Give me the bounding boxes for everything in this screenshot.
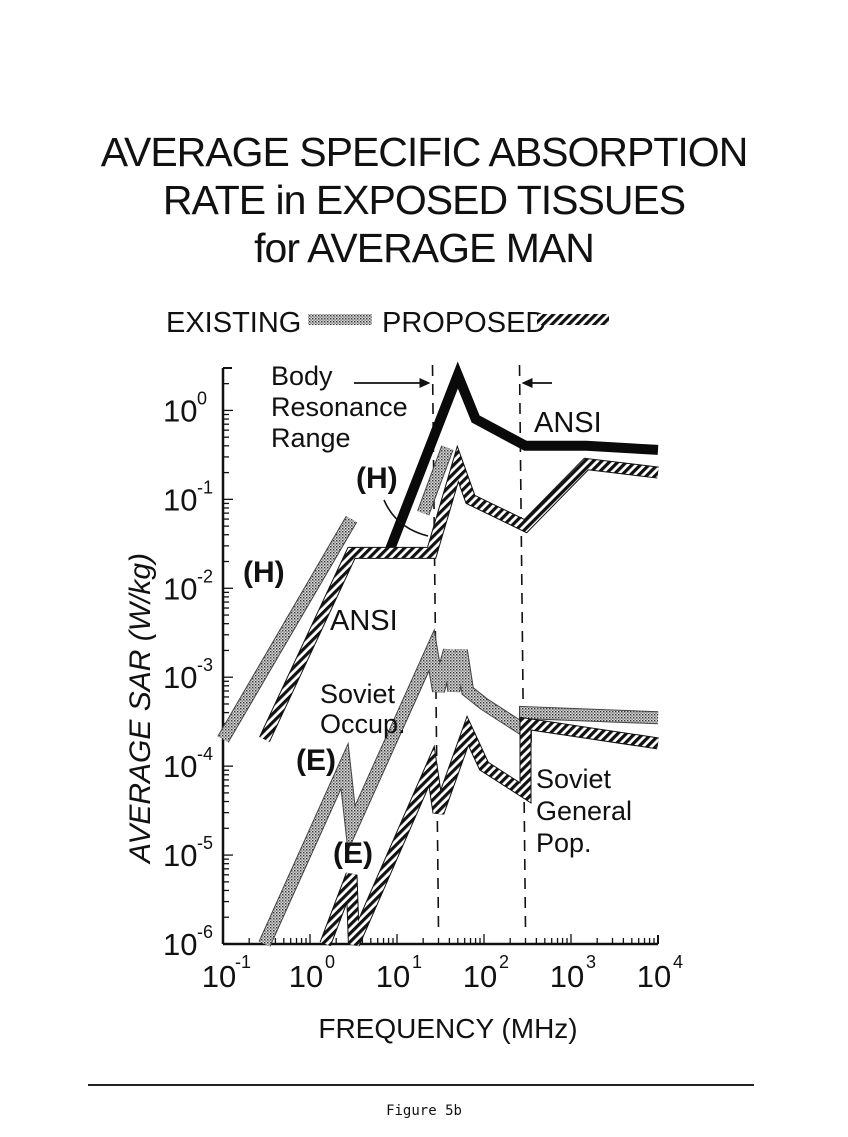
annotation-h-left: (H) xyxy=(243,556,285,589)
y-axis-label: AVERAGE SAR (W/kg) xyxy=(124,553,157,865)
legend-proposed-label: PROPOSED xyxy=(382,307,546,339)
h-leader-line xyxy=(383,499,429,537)
series-line-1 xyxy=(218,516,357,743)
x-axis-label: FREQUENCY (MHz) xyxy=(318,1013,577,1044)
annotation-e-lower: (E) xyxy=(333,837,373,870)
x-tick-exponent: 2 xyxy=(499,952,509,972)
chart-title-line-3: for AVERAGE MAN xyxy=(254,225,595,271)
x-tick-labels: 10-1 10 0 10 1 10 2 10 3 10 4 xyxy=(202,952,683,994)
y-tick-exponent: -3 xyxy=(197,655,213,675)
legend-existing-swatch xyxy=(308,314,372,325)
y-tick-label: 10 xyxy=(163,393,197,428)
x-tick-exponent: 3 xyxy=(586,952,596,972)
data-series xyxy=(217,361,659,947)
y-tick-label: 10 xyxy=(163,927,197,962)
resonance-arrowhead-right xyxy=(521,378,533,388)
x-tick-exponent: -1 xyxy=(235,952,251,972)
x-tick-exponent: 4 xyxy=(673,952,683,972)
y-tick-exponent: 0 xyxy=(197,388,207,408)
annotation-soviet-general: Soviet xyxy=(536,764,612,794)
annotation-ansi-top: ANSI xyxy=(534,407,602,439)
annotation-body-resonance: Body xyxy=(271,361,333,391)
legend-proposed-swatch xyxy=(537,314,609,325)
y-tick-label: 10 xyxy=(163,660,197,695)
plot-axes xyxy=(221,364,659,946)
chart-title-line-2: RATE in EXPOSED TISSUES xyxy=(162,177,686,223)
series-line-0 xyxy=(383,361,659,555)
annotation-soviet-occup: Soviet xyxy=(320,679,396,709)
y-tick-exponent: -5 xyxy=(197,833,213,853)
x-tick-label: 10 xyxy=(637,959,671,994)
series-line-2 xyxy=(418,445,453,516)
annotation-soviet-occup: Occup. xyxy=(320,709,406,739)
x-tick-label: 10 xyxy=(289,959,323,994)
annotation-body-resonance: Range xyxy=(271,423,351,453)
legend-existing-label: EXISTING xyxy=(166,307,301,339)
annotation-h-mid: (H) xyxy=(356,462,398,495)
x-tick-label: 10 xyxy=(202,959,236,994)
annotation-e-upper: (E) xyxy=(296,744,336,777)
y-tick-label: 10 xyxy=(163,482,197,517)
x-tick-exponent: 1 xyxy=(412,952,422,972)
legend: EXISTING PROPOSED xyxy=(166,307,609,339)
annotation-soviet-general: General xyxy=(536,796,632,826)
figure-caption: Figure 5b xyxy=(386,1103,462,1119)
annotation-ansi-mid: ANSI xyxy=(330,605,398,637)
annotation-soviet-general: Pop. xyxy=(536,828,592,858)
y-tick-label: 10 xyxy=(163,749,197,784)
series-outline-5 xyxy=(319,714,659,947)
series-line-5 xyxy=(320,717,659,947)
y-tick-exponent: -6 xyxy=(197,922,213,942)
y-tick-label: 10 xyxy=(163,571,197,606)
y-tick-exponent: -1 xyxy=(197,477,213,497)
series-line-3 xyxy=(259,447,659,742)
chart-title-line-1: AVERAGE SPECIFIC ABSORPTION xyxy=(100,129,749,175)
resonance-arrowhead-left xyxy=(419,378,431,388)
annotation-body-resonance: Resonance xyxy=(271,392,408,422)
y-tick-exponent: -2 xyxy=(197,566,213,586)
x-tick-label: 10 xyxy=(550,959,584,994)
x-tick-label: 10 xyxy=(376,959,410,994)
x-tick-exponent: 0 xyxy=(325,952,335,972)
y-tick-exponent: -4 xyxy=(197,744,213,764)
y-tick-label: 10 xyxy=(163,838,197,873)
x-tick-label: 10 xyxy=(463,959,497,994)
footer-rule xyxy=(88,1084,754,1086)
